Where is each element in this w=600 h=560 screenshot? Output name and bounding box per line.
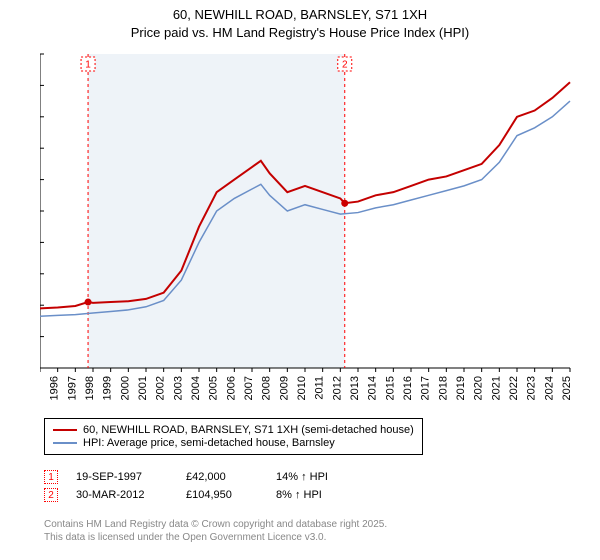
sale-2-price: £104,950 <box>186 489 276 501</box>
svg-text:1999: 1999 <box>102 376 114 400</box>
svg-text:2004: 2004 <box>190 376 202 400</box>
svg-text:2: 2 <box>342 60 348 71</box>
sales-table: 1 19-SEP-1997 £42,000 14% ↑ HPI 2 30-MAR… <box>44 466 328 506</box>
svg-text:2025: 2025 <box>561 376 573 400</box>
svg-text:2011: 2011 <box>314 376 326 400</box>
svg-text:2012: 2012 <box>331 376 343 400</box>
chart-area: £0£20K£40K£60K£80K£100K£120K£140K£160K£1… <box>40 48 580 408</box>
svg-text:1: 1 <box>85 60 91 71</box>
title-line-2: Price paid vs. HM Land Registry's House … <box>0 24 600 42</box>
legend-item-property: 60, NEWHILL ROAD, BARNSLEY, S71 1XH (sem… <box>53 424 414 436</box>
footer-attribution: Contains HM Land Registry data © Crown c… <box>44 518 387 544</box>
sale-marker-1-icon: 1 <box>44 470 58 484</box>
svg-text:2019: 2019 <box>455 376 467 400</box>
svg-text:2020: 2020 <box>473 376 485 400</box>
svg-text:2000: 2000 <box>119 376 131 400</box>
footer-line-1: Contains HM Land Registry data © Crown c… <box>44 518 387 531</box>
sale-row-2: 2 30-MAR-2012 £104,950 8% ↑ HPI <box>44 488 328 502</box>
svg-text:2008: 2008 <box>261 376 273 400</box>
svg-text:2002: 2002 <box>155 376 167 400</box>
sale-marker-2-icon: 2 <box>44 488 58 502</box>
legend-item-hpi: HPI: Average price, semi-detached house,… <box>53 437 414 449</box>
svg-text:2018: 2018 <box>437 376 449 400</box>
svg-text:1995: 1995 <box>40 376 43 400</box>
svg-text:2023: 2023 <box>526 376 538 400</box>
svg-text:2021: 2021 <box>490 376 502 400</box>
sale-1-date: 19-SEP-1997 <box>76 471 186 483</box>
svg-text:2001: 2001 <box>137 376 149 400</box>
legend: 60, NEWHILL ROAD, BARNSLEY, S71 1XH (sem… <box>44 418 423 455</box>
legend-swatch-property <box>53 429 77 431</box>
svg-text:2022: 2022 <box>508 376 520 400</box>
sale-2-date: 30-MAR-2012 <box>76 489 186 501</box>
footer-line-2: This data is licensed under the Open Gov… <box>44 531 387 544</box>
svg-text:2009: 2009 <box>278 376 290 400</box>
legend-swatch-hpi <box>53 442 77 444</box>
svg-text:1997: 1997 <box>66 376 78 400</box>
svg-text:1996: 1996 <box>49 376 61 400</box>
svg-text:2006: 2006 <box>225 376 237 400</box>
svg-text:1998: 1998 <box>84 376 96 400</box>
sale-row-1: 1 19-SEP-1997 £42,000 14% ↑ HPI <box>44 470 328 484</box>
legend-label-hpi: HPI: Average price, semi-detached house,… <box>83 437 335 449</box>
chart-title: 60, NEWHILL ROAD, BARNSLEY, S71 1XH Pric… <box>0 0 600 41</box>
legend-label-property: 60, NEWHILL ROAD, BARNSLEY, S71 1XH (sem… <box>83 424 414 436</box>
svg-text:2024: 2024 <box>543 376 555 400</box>
svg-text:2003: 2003 <box>172 376 184 400</box>
svg-text:2014: 2014 <box>367 376 379 400</box>
sale-1-price: £42,000 <box>186 471 276 483</box>
sale-1-hpi: 14% ↑ HPI <box>276 471 328 483</box>
title-line-1: 60, NEWHILL ROAD, BARNSLEY, S71 1XH <box>0 6 600 24</box>
svg-text:2005: 2005 <box>208 376 220 400</box>
svg-text:2010: 2010 <box>296 376 308 400</box>
svg-text:2016: 2016 <box>402 376 414 400</box>
svg-text:2015: 2015 <box>384 376 396 400</box>
svg-text:2013: 2013 <box>349 376 361 400</box>
line-chart-svg: £0£20K£40K£60K£80K£100K£120K£140K£160K£1… <box>40 48 580 408</box>
svg-text:2017: 2017 <box>420 376 432 400</box>
sale-2-hpi: 8% ↑ HPI <box>276 489 322 501</box>
svg-text:2007: 2007 <box>243 376 255 400</box>
